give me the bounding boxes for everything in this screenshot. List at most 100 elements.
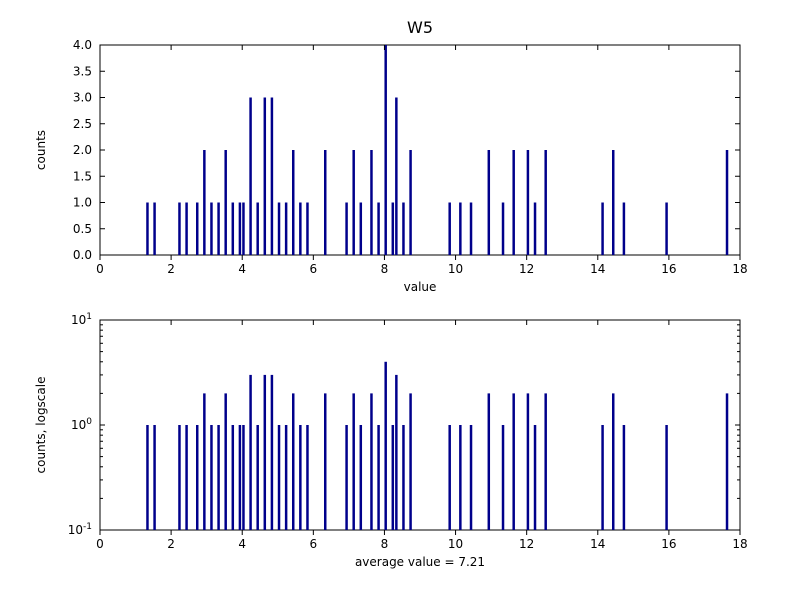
top-chart-bar	[324, 150, 326, 255]
top-chart-bar	[264, 98, 266, 256]
top-chart-bar	[210, 203, 212, 256]
bottom-chart-bar	[459, 425, 461, 530]
top-chart-bar	[360, 203, 362, 256]
y-tick-label: 1.0	[73, 196, 92, 210]
bottom-chart-bar	[395, 375, 397, 530]
top-chart: 0246810121416180.00.51.01.52.02.53.03.54…	[34, 38, 748, 294]
bottom-chart-bar	[306, 425, 308, 530]
bottom-chart-bar	[360, 425, 362, 530]
y-tick-label: 101	[71, 312, 92, 327]
chart-title: W5	[407, 18, 433, 37]
top-chart-xlabel: value	[404, 280, 437, 294]
top-chart-bar	[370, 150, 372, 255]
y-tick-label: 4.0	[73, 38, 92, 52]
bottom-chart: 02468101214161810-1100101average value =…	[34, 312, 748, 569]
top-chart-bar	[232, 203, 234, 256]
bottom-chart-bar	[249, 375, 251, 530]
x-tick-label: 14	[590, 537, 605, 551]
bottom-chart-xlabel: average value = 7.21	[355, 555, 485, 569]
bottom-chart-bar	[377, 425, 379, 530]
x-tick-label: 0	[96, 537, 104, 551]
x-tick-label: 8	[381, 262, 389, 276]
bottom-chart-bar	[203, 393, 205, 530]
bottom-chart-bar	[242, 425, 244, 530]
bottom-chart-bar	[402, 425, 404, 530]
bottom-chart-bar	[448, 425, 450, 530]
x-tick-label: 6	[310, 262, 318, 276]
top-chart-bar	[352, 150, 354, 255]
bottom-chart-bar	[534, 425, 536, 530]
x-tick-label: 16	[661, 262, 676, 276]
top-chart-bar	[203, 150, 205, 255]
top-chart-bar	[292, 150, 294, 255]
bottom-chart-bar	[232, 425, 234, 530]
top-chart-bar	[665, 203, 667, 256]
y-tick-label: 1.5	[73, 169, 92, 183]
top-chart-bar	[502, 203, 504, 256]
x-tick-label: 2	[167, 537, 175, 551]
bottom-chart-bar	[217, 425, 219, 530]
bottom-chart-bar	[345, 425, 347, 530]
top-chart-bar	[345, 203, 347, 256]
top-chart-bar	[299, 203, 301, 256]
top-chart-bar	[527, 150, 529, 255]
bottom-chart-bar	[299, 425, 301, 530]
bottom-chart-bar	[512, 393, 514, 530]
bottom-chart-bar	[502, 425, 504, 530]
bottom-chart-bar	[370, 393, 372, 530]
top-chart-bar	[512, 150, 514, 255]
y-tick-label: 2.0	[73, 143, 92, 157]
top-chart-bar	[146, 203, 148, 256]
bottom-chart-bar	[726, 393, 728, 530]
bottom-chart-bar	[285, 425, 287, 530]
y-tick-label: 100	[71, 417, 92, 432]
bottom-chart-bar	[292, 393, 294, 530]
top-chart-ylabel: counts	[34, 130, 48, 170]
x-tick-label: 14	[590, 262, 605, 276]
bottom-chart-bar	[470, 425, 472, 530]
top-chart-bar	[534, 203, 536, 256]
top-chart-bar	[306, 203, 308, 256]
top-chart-bar	[409, 150, 411, 255]
top-chart-bar	[544, 150, 546, 255]
x-tick-label: 0	[96, 262, 104, 276]
top-chart-bar	[726, 150, 728, 255]
y-tick-label: 0.5	[73, 222, 92, 236]
bottom-chart-bar	[178, 425, 180, 530]
top-chart-bar	[217, 203, 219, 256]
figure-svg: W50246810121416180.00.51.01.52.02.53.03.…	[0, 0, 800, 600]
bottom-chart-bar	[210, 425, 212, 530]
x-tick-label: 6	[310, 537, 318, 551]
x-tick-label: 10	[448, 262, 463, 276]
x-tick-label: 4	[238, 262, 246, 276]
bottom-chart-bar	[612, 393, 614, 530]
bottom-chart-bar	[352, 393, 354, 530]
top-chart-bar	[448, 203, 450, 256]
bottom-chart-bar	[409, 393, 411, 530]
x-tick-label: 16	[661, 537, 676, 551]
x-tick-label: 4	[238, 537, 246, 551]
bottom-chart-bar	[601, 425, 603, 530]
bottom-chart-bar	[488, 393, 490, 530]
top-chart-bar	[285, 203, 287, 256]
top-chart-bar	[623, 203, 625, 256]
x-tick-label: 18	[732, 262, 747, 276]
x-tick-label: 2	[167, 262, 175, 276]
top-chart-bar	[488, 150, 490, 255]
y-tick-label: 2.5	[73, 117, 92, 131]
x-tick-label: 12	[519, 262, 534, 276]
bottom-chart-bar	[278, 425, 280, 530]
top-chart-bar	[178, 203, 180, 256]
top-chart-bar	[459, 203, 461, 256]
top-chart-bar	[278, 203, 280, 256]
bottom-chart-bar	[384, 362, 386, 530]
x-tick-label: 10	[448, 537, 463, 551]
bottom-chart-bar	[224, 393, 226, 530]
bottom-chart-bar	[239, 425, 241, 530]
bottom-chart-bar	[527, 393, 529, 530]
x-tick-label: 12	[519, 537, 534, 551]
y-tick-label: 10-1	[68, 522, 92, 537]
x-tick-label: 18	[732, 537, 747, 551]
bottom-chart-bar	[665, 425, 667, 530]
bottom-chart-bar	[196, 425, 198, 530]
